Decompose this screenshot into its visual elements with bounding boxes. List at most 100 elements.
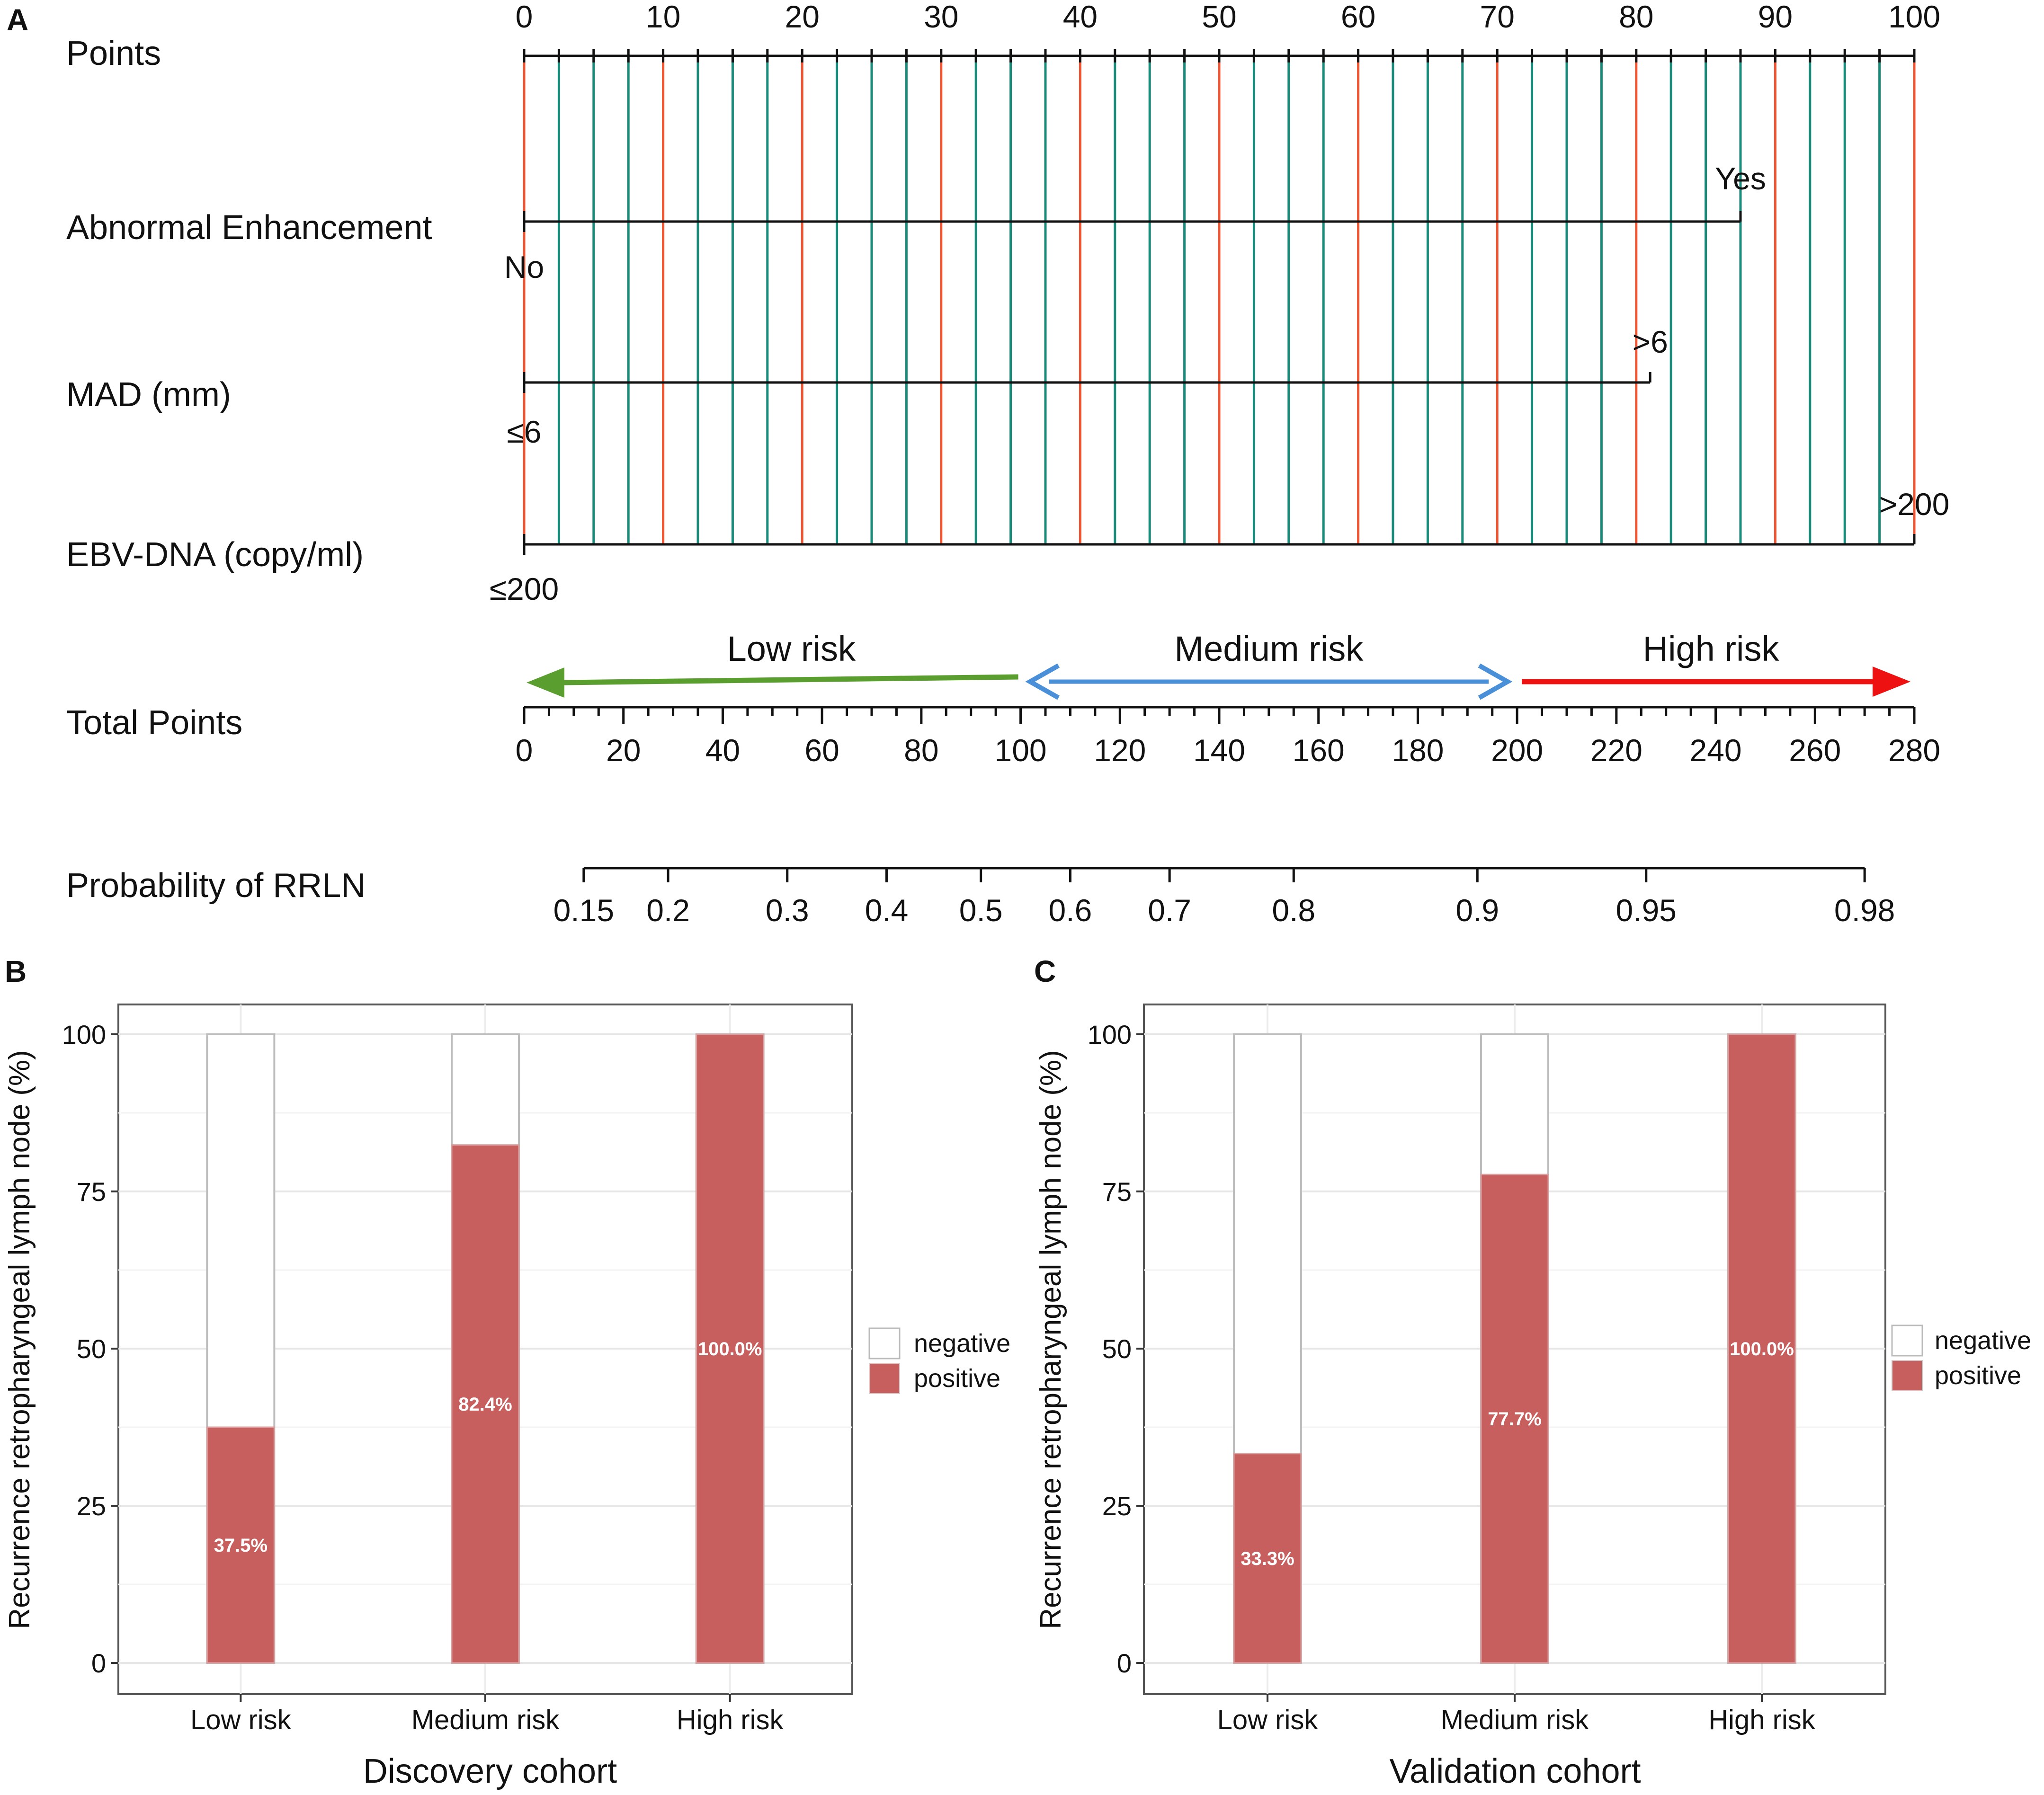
points-tick-label: 0 [516,0,533,34]
validation-chart-panel: C Recurrence retropharyngeal lymph node … [1034,954,2031,1790]
discovery-x-axis-title: Discovery cohort [363,1752,617,1790]
discovery-chart-panel: B Recurrence retropharyngeal lymph node … [3,954,1010,1790]
validation-bar-positive [1233,1453,1302,1664]
variable-low-level-label: ≤6 [507,414,542,449]
discovery-y-tick-label: 100 [62,1020,106,1049]
discovery-bar-value-label: 100.0% [698,1339,762,1360]
variable-high-level-label: >6 [1633,324,1668,359]
validation-x-axis-title: Validation cohort [1390,1752,1641,1790]
discovery-y-tick-label: 75 [77,1177,106,1207]
total-points-tick-label: 80 [904,733,938,768]
points-axis: 0 10 20 30 40 50 60 70 80 90 100 [516,0,1940,62]
points-tick-label: 10 [646,0,680,34]
validation-legend-negative-swatch [1891,1324,1923,1357]
total-points-tick-label: 60 [804,733,839,768]
validation-bar-value-label: 77.7% [1488,1409,1541,1430]
variable-scales: No Yes ≤6 >6 ≤200 >200 [490,161,1950,606]
panel-a-label: A [7,3,28,37]
points-tick-label: 90 [1758,0,1793,34]
total-points-tick-label: 20 [606,733,641,768]
points-grid-lines [523,57,1916,544]
discovery-legend-positive-swatch [869,1363,900,1394]
discovery-bar-positive [696,1033,765,1664]
discovery-x-tick-label: Medium risk [411,1705,560,1735]
validation-bar-positive [1480,1173,1549,1664]
discovery-y-tick-label: 50 [77,1334,106,1364]
points-tick-label: 80 [1619,0,1653,34]
validation-y-tick-label: 0 [1117,1648,1132,1678]
discovery-y-tick-label: 0 [91,1648,106,1678]
medium-risk-arrow-head-right [1478,663,1513,700]
points-tick-label: 50 [1202,0,1236,34]
variable-high-level-label: Yes [1715,161,1766,196]
probability-tick-label: 0.2 [646,893,690,928]
validation-x-tick-label: High risk [1708,1705,1816,1735]
points-tick-label: 100 [1888,0,1940,34]
discovery-bar-positive [206,1426,275,1664]
validation-x-tick-label: Medium risk [1441,1705,1589,1735]
nomogram-panel: A Points 0 10 20 30 40 50 60 70 80 90 100 Abnormal… [7,0,1949,928]
variable-label-mad: MAD (mm) [66,376,231,414]
validation-legend-negative: negative [1935,1326,2031,1355]
probability-label: Probability of RRLN [66,867,366,905]
points-tick-label: 40 [1063,0,1098,34]
total-points-tick-label: 100 [995,733,1047,768]
total-points-tick-label: 40 [705,733,740,768]
discovery-x-tick-label: High risk [677,1705,784,1735]
probability-tick-label: 0.15 [553,893,614,928]
total-points-tick-label: 160 [1293,733,1345,768]
discovery-legend-negative: negative [914,1329,1010,1358]
medium-risk-label: Medium risk [1174,629,1364,668]
risk-group-arrows: Low risk Medium risk High risk [527,629,1910,700]
discovery-bar-chart: 0 25 50 75 100 37.5% Low risk 82.4% Medium risk 1… [62,1004,853,1735]
validation-y-tick-label: 50 [1102,1334,1132,1364]
validation-bar-positive [1727,1033,1796,1664]
points-tick-label: 60 [1341,0,1375,34]
probability-tick-label: 0.6 [1049,893,1092,928]
total-points-tick-label: 260 [1789,733,1841,768]
total-points-tick-label: 280 [1888,733,1940,768]
validation-bar-value-label: 100.0% [1730,1339,1794,1360]
probability-tick-label: 0.95 [1616,893,1677,928]
probability-tick-label: 0.9 [1455,893,1499,928]
high-risk-arrow-head [1873,666,1910,697]
validation-bar-value-label: 33.3% [1241,1548,1294,1569]
validation-legend-positive: positive [1935,1361,2021,1390]
total-points-tick-label: 120 [1094,733,1146,768]
validation-y-tick-label: 25 [1102,1491,1132,1521]
probability-tick-label: 0.4 [865,893,909,928]
validation-y-tick-label: 100 [1088,1020,1132,1049]
probability-tick-label: 0.98 [1834,893,1895,928]
discovery-y-tick-label: 25 [77,1491,106,1521]
validation-legend-positive-swatch [1892,1360,1923,1391]
total-points-axis: 0 20 40 60 80 100 120 140 160 180 200 220 240 260 280 [516,706,1940,768]
discovery-bar-value-label: 37.5% [214,1535,268,1556]
discovery-legend: negative positive [868,1327,1010,1394]
points-tick-label: 30 [924,0,958,34]
discovery-bar-positive [451,1144,520,1664]
total-points-tick-label: 200 [1491,733,1543,768]
total-points-tick-label: 0 [516,733,533,768]
validation-bar-chart: 0 25 50 75 100 33.3% Low risk 77.7% Medium risk 1… [1088,1004,1886,1735]
validation-y-axis-title: Recurrence retropharyngeal lymph node (%… [1035,1050,1067,1629]
low-risk-arrow-shaft [564,674,1018,685]
high-risk-label: High risk [1643,629,1780,668]
points-tick-label: 20 [785,0,819,34]
variable-label-abnormal-enhancement: Abnormal Enhancement [66,209,432,247]
variable-label-ebv-dna: EBV-DNA (copy/ml) [66,536,364,574]
total-points-tick-label: 240 [1690,733,1742,768]
discovery-legend-positive: positive [914,1364,1000,1393]
probability-tick-label: 0.7 [1148,893,1191,928]
medium-risk-arrow-head-left [1025,663,1060,700]
probability-axis: 0.15 0.2 0.3 0.4 0.5 0.6 0.7 0.8 0.9 0.95 0.98 [553,867,1895,928]
low-risk-arrow-head [527,667,564,698]
discovery-y-axis-title: Recurrence retropharyngeal lymph node (%… [3,1050,36,1629]
validation-legend: negative positive [1891,1324,2031,1391]
variable-low-level-label: ≤200 [490,571,559,606]
points-label: Points [66,35,161,72]
validation-x-tick-label: Low risk [1217,1705,1319,1735]
points-tick-label: 70 [1480,0,1514,34]
discovery-legend-negative-swatch [868,1327,901,1360]
total-points-tick-label: 180 [1392,733,1444,768]
